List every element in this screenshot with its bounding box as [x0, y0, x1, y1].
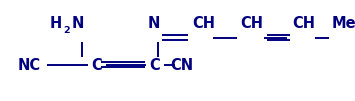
Text: C: C	[149, 58, 160, 73]
Text: CH: CH	[240, 16, 263, 31]
Text: N: N	[148, 16, 160, 31]
Text: CH: CH	[192, 16, 215, 31]
Text: N: N	[72, 16, 84, 31]
Text: C: C	[92, 58, 102, 73]
Text: Me: Me	[332, 16, 355, 31]
Text: CH: CH	[292, 16, 315, 31]
Text: H: H	[50, 16, 62, 31]
Text: CN: CN	[170, 58, 193, 73]
Text: NC: NC	[18, 58, 41, 73]
Text: 2: 2	[63, 26, 70, 35]
